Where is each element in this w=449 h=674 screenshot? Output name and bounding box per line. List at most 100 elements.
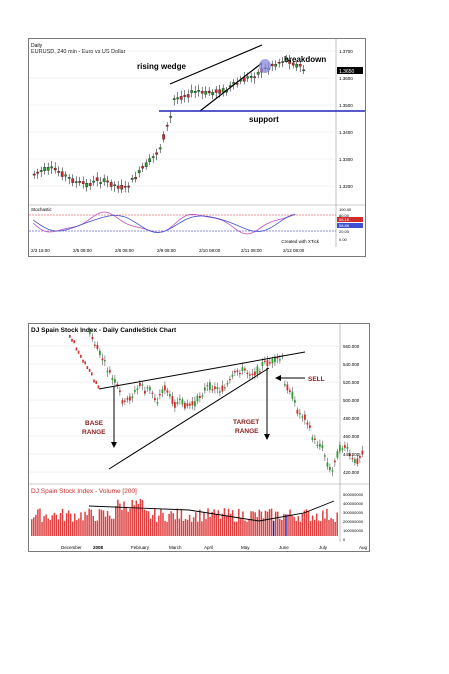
volume-bar	[266, 511, 269, 536]
chart2-candle	[249, 374, 251, 376]
volume-bar	[131, 499, 133, 536]
forex-chart-svg: Daily EURUSD, 240 min - Euro vs US Dolla…	[29, 39, 365, 253]
chart2-candle	[204, 387, 206, 391]
volume-bar	[205, 519, 207, 536]
volume-bar	[336, 512, 338, 536]
chart1-candle	[155, 152, 159, 155]
chart2-candle	[174, 402, 176, 408]
credit-text: Created with XTick	[281, 239, 319, 244]
chart1-candle	[71, 178, 75, 183]
volume-bar	[320, 521, 322, 536]
chart1-candle	[95, 177, 99, 181]
volume-bar	[256, 517, 258, 536]
chart2-candle	[176, 401, 179, 404]
forex-chart: Daily EURUSD, 240 min - Euro vs US Dolla…	[28, 38, 366, 257]
target-range-label-2: RANGE	[235, 428, 259, 435]
chart1-candle	[64, 174, 68, 177]
spain-chart-svg: DJ Spain Stock Index - Daily CandleStick…	[29, 324, 369, 550]
volume-bar	[322, 510, 324, 536]
osc-line-d	[32, 213, 296, 233]
chart2-candle	[194, 401, 196, 407]
volume-bar	[240, 518, 242, 536]
chart2-candle	[196, 395, 199, 402]
chart1-candle	[92, 180, 96, 183]
chart2-candle	[224, 387, 226, 389]
chart2-candle	[101, 358, 104, 361]
chart1-candle	[298, 64, 302, 67]
last-price-marker	[337, 67, 363, 74]
chart2-candle	[259, 371, 261, 373]
chart2-grid	[29, 345, 340, 473]
volume-bar	[182, 521, 185, 536]
chart2-candle	[77, 350, 80, 354]
chart1-candle	[169, 116, 173, 118]
chart2-candle	[114, 379, 116, 383]
chart2-candle	[311, 437, 314, 440]
spain-wedge-upper	[98, 351, 306, 390]
volume-bar	[217, 510, 220, 536]
volume-bar	[72, 521, 74, 536]
chart1-candle	[211, 92, 215, 96]
chart1-candle	[183, 95, 187, 97]
volume-bar	[313, 519, 316, 536]
chart2-month-tick: February	[131, 545, 150, 550]
chart2-candle	[93, 379, 95, 383]
chart2-candle	[299, 413, 301, 415]
chart2-candle	[326, 462, 329, 467]
chart2-candle	[169, 394, 171, 397]
chart2-candle	[234, 371, 236, 373]
volume-bar	[104, 516, 107, 536]
volume-bar	[283, 513, 285, 536]
chart1-candle	[32, 173, 36, 176]
chart2-candle	[186, 403, 189, 407]
chart2-candle	[244, 368, 246, 371]
chart2-candle	[151, 392, 154, 394]
chart1-price-tick: 1.3500	[339, 103, 353, 108]
volume-bar	[258, 509, 261, 536]
chart2-candle	[95, 380, 97, 384]
chart2-candle	[329, 466, 331, 470]
osc-marker-bg-2	[337, 223, 363, 228]
chart1-candle	[242, 77, 246, 82]
chart1-candle	[151, 156, 155, 158]
chart2-candle	[189, 403, 191, 406]
volume-bar	[307, 510, 310, 536]
volume-bar	[45, 514, 47, 536]
chart2-month-tick: June	[279, 545, 289, 550]
chart1-candle	[214, 89, 218, 93]
volume-bar	[213, 509, 215, 536]
volume-bar	[164, 520, 166, 536]
chart2-candle	[119, 390, 121, 393]
volume-bar	[100, 509, 103, 536]
chart2-candle	[264, 360, 266, 362]
osc-tick: 100.00	[339, 207, 352, 212]
chart2-month-tick: Aug	[359, 545, 368, 550]
volume-bar	[270, 508, 273, 536]
volume-bar	[229, 513, 232, 536]
volume-bar	[86, 515, 88, 536]
osc-tick: 0.00	[339, 237, 348, 242]
chart2-candle	[251, 373, 254, 376]
chart1-candle	[190, 90, 194, 93]
volume-bar	[57, 519, 60, 536]
chart1-candle	[109, 182, 113, 187]
volume-bar	[227, 508, 230, 536]
chart2-candle	[254, 371, 256, 376]
volume-bar	[145, 510, 148, 536]
chart2-candle	[294, 400, 296, 403]
volume-bar	[291, 515, 293, 536]
chart2-candle	[84, 361, 86, 365]
volume-bar	[80, 512, 82, 536]
volume-bar	[168, 513, 170, 536]
volume-bar	[33, 517, 35, 536]
chart1-time-tick: 2/3 16:00	[31, 248, 50, 253]
sell-arrowhead	[275, 375, 281, 381]
chart1-candle	[141, 166, 145, 169]
chart1-grid	[29, 50, 336, 187]
volume-bar	[195, 512, 197, 536]
volume-bar	[35, 514, 37, 536]
chart2-candle	[321, 445, 324, 449]
volume-bar	[67, 510, 70, 536]
chart2-candle	[69, 334, 71, 338]
chart1-candle	[162, 134, 166, 140]
